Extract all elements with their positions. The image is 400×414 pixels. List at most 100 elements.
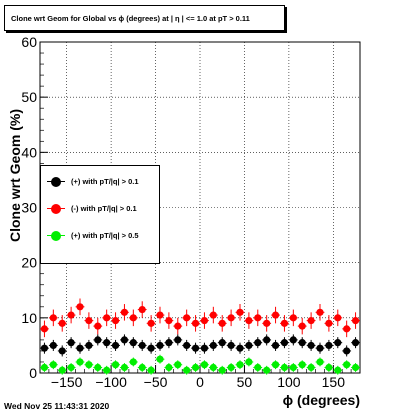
y-tick-label: 10 <box>21 310 37 326</box>
x-tick-label: −100 <box>95 374 127 390</box>
data-marks <box>40 298 360 375</box>
legend-entry: (+) with pT/|q| > 0.1 <box>41 174 159 190</box>
data-point <box>138 341 146 350</box>
data-point <box>94 336 102 344</box>
data-point <box>183 366 191 374</box>
data-point <box>183 341 191 350</box>
data-point <box>307 363 315 372</box>
data-point <box>218 319 226 327</box>
data-point <box>94 363 102 372</box>
data-point <box>351 339 360 347</box>
data-point <box>200 344 209 352</box>
data-point <box>298 361 306 369</box>
data-point <box>236 308 244 316</box>
data-point <box>103 314 111 322</box>
data-point <box>85 316 93 325</box>
data-point <box>334 339 342 347</box>
data-point <box>165 316 173 325</box>
data-point <box>263 366 271 374</box>
data-point <box>254 339 262 347</box>
data-point <box>156 355 164 363</box>
data-point <box>49 314 57 322</box>
data-point <box>147 366 155 374</box>
x-tick-label: 0 <box>196 374 204 390</box>
data-point <box>343 347 351 355</box>
data-point <box>58 366 66 374</box>
data-point <box>103 366 111 374</box>
legend: (+) with pT/|q| > 0.1 (-) with pT/|q| > … <box>40 165 160 264</box>
data-point <box>156 311 164 319</box>
data-point <box>245 316 253 325</box>
data-point <box>334 314 342 322</box>
data-point <box>129 339 137 347</box>
data-point <box>147 344 155 352</box>
legend-label: (+) with pT/|q| > 0.5 <box>71 231 139 240</box>
data-point <box>174 361 182 369</box>
data-point <box>67 311 75 319</box>
y-tick-label: 50 <box>21 89 37 105</box>
data-point <box>111 361 120 369</box>
data-point <box>254 363 262 372</box>
data-point <box>343 361 351 369</box>
legend-entry: (+) with pT/|q| > 0.5 <box>41 228 159 244</box>
data-point <box>209 341 217 350</box>
data-point <box>325 319 333 327</box>
data-point <box>174 322 182 330</box>
data-point <box>49 361 57 369</box>
data-point <box>40 325 49 333</box>
data-point <box>263 336 271 344</box>
timestamp: Wed Nov 25 11:43:31 2020 <box>4 401 110 411</box>
data-point <box>111 341 120 350</box>
data-point <box>325 363 333 372</box>
y-tick-label: 0 <box>29 365 37 381</box>
data-point <box>103 339 111 347</box>
data-point <box>227 314 235 322</box>
data-point <box>138 305 146 314</box>
data-point <box>40 344 49 352</box>
data-point <box>271 361 280 369</box>
legend-marker <box>51 231 61 241</box>
data-point <box>156 341 164 350</box>
data-point <box>120 363 129 372</box>
data-point <box>271 311 280 319</box>
data-point <box>218 339 226 347</box>
data-point <box>227 363 235 372</box>
data-point <box>191 344 200 352</box>
data-point <box>245 358 253 366</box>
data-point <box>147 319 155 327</box>
y-tick-label: 30 <box>21 200 37 216</box>
data-point <box>307 341 315 350</box>
data-point <box>316 308 324 316</box>
data-point <box>209 363 217 372</box>
data-point <box>174 336 182 344</box>
data-point <box>67 339 75 347</box>
data-point <box>191 363 200 372</box>
data-point <box>58 347 66 355</box>
legend-label: (-) with pT/|q| > 0.1 <box>71 204 137 213</box>
data-point <box>316 358 324 366</box>
data-point <box>209 311 217 319</box>
data-point <box>183 314 191 322</box>
data-point <box>343 325 351 333</box>
data-point <box>280 339 289 347</box>
data-point <box>138 363 146 372</box>
data-point <box>325 341 333 350</box>
data-point <box>280 319 289 327</box>
data-point <box>111 316 120 325</box>
data-point <box>76 344 84 352</box>
data-point <box>298 322 306 330</box>
data-point <box>316 344 324 352</box>
chart-title: Clone wrt Geom for Global vs ϕ (degrees)… <box>4 5 285 31</box>
legend-entry: (-) with pT/|q| > 0.1 <box>41 201 159 217</box>
data-point <box>334 366 342 374</box>
data-point <box>227 341 235 350</box>
data-point <box>307 316 315 325</box>
data-point <box>191 319 200 327</box>
y-tick-label: 20 <box>21 255 37 271</box>
legend-label: (+) with pT/|q| > 0.1 <box>71 177 139 186</box>
y-tick-label: 40 <box>21 144 37 160</box>
x-tick-label: 100 <box>277 374 301 390</box>
data-point <box>40 363 49 372</box>
data-point <box>236 344 244 352</box>
data-point <box>85 341 93 350</box>
